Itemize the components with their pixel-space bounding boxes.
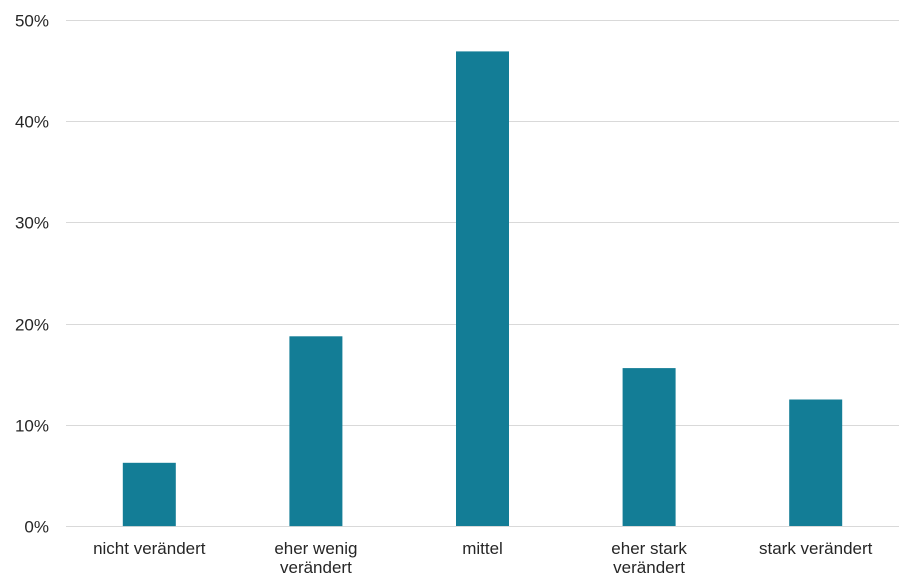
x-tick-label-line: verändert xyxy=(280,558,352,577)
y-tick-label: 20% xyxy=(15,316,49,335)
x-tick-label: eher wenig verändert xyxy=(274,539,357,577)
bar xyxy=(622,368,676,526)
y-tick-label: 50% xyxy=(15,12,49,31)
x-tick-label-line: nicht verändert xyxy=(93,539,206,558)
bar xyxy=(456,51,509,527)
bar xyxy=(289,336,343,527)
y-tick-label: 0% xyxy=(24,518,49,537)
x-tick-label: mittel xyxy=(462,539,503,558)
y-tick-label: 30% xyxy=(15,214,49,233)
x-axis: nicht verändert eher wenig verändertmittel… xyxy=(93,539,873,577)
bars-layer xyxy=(122,51,843,527)
x-tick-label: eher stark verändert xyxy=(611,539,687,577)
x-tick-label-line: eher stark xyxy=(611,539,687,558)
bar xyxy=(122,462,176,527)
y-tick-label: 40% xyxy=(15,113,49,132)
bar xyxy=(789,399,843,526)
x-tick-label-line: stark verändert xyxy=(759,539,873,558)
x-tick-label: nicht verändert xyxy=(93,539,206,558)
y-axis: 0% 10% 20% 30% 40% 50% xyxy=(15,12,49,537)
x-tick-label-line: verändert xyxy=(613,558,685,577)
x-tick-label: stark verändert xyxy=(759,539,873,558)
x-tick-label-line: eher wenig xyxy=(274,539,357,558)
x-tick-label-line: mittel xyxy=(462,539,503,558)
y-tick-label: 10% xyxy=(15,417,49,436)
